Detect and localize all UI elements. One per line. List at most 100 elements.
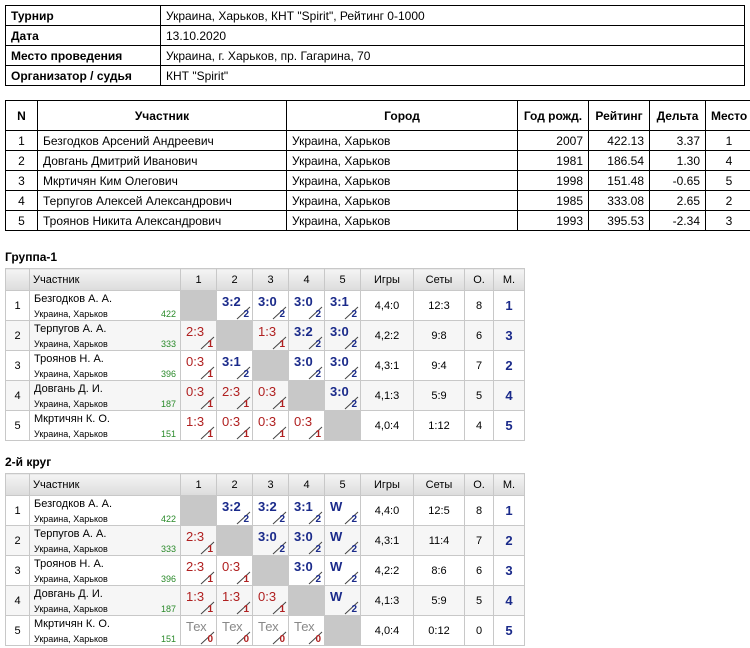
header-cell: О. xyxy=(464,268,494,291)
header-cell: N xyxy=(5,100,38,131)
header-cell: Игры xyxy=(360,268,414,291)
score-cell: 3:1 2 xyxy=(288,495,325,526)
slash xyxy=(272,541,287,555)
player-city: Украина, Харьков xyxy=(34,604,108,614)
score-points: 2 xyxy=(243,369,249,380)
participant-row: 1 Безгодков Арсений Андреевич Украина, Хар… xyxy=(5,130,750,151)
place: 2 xyxy=(493,525,525,556)
info-label: Организатор / судья xyxy=(5,65,161,86)
group-title: 2-й круг xyxy=(5,455,52,469)
score: 1:3 xyxy=(258,324,277,339)
score-points: 1 xyxy=(279,604,285,615)
header-cell: Рейтинг xyxy=(588,100,650,131)
group-row: 3 Троянов Н. А. Украина, Харьков 396 0:3 1 3:1… xyxy=(5,350,525,381)
participant-cell: Украина, Харьков xyxy=(286,210,518,231)
group-row: 1 Безгодков А. А. Украина, Харьков 422 3:2 2 3… xyxy=(5,495,525,526)
score-cell: 0:3 1 xyxy=(288,410,325,441)
info-table: Турнир Украина, Харьков, КНТ "Spirit", Ре… xyxy=(5,5,745,86)
group-row: 4 Довгань Д. И. Украина, Харьков 187 0:3 1 2:3… xyxy=(5,380,525,411)
points: 7 xyxy=(464,525,494,556)
info-value: 13.10.2020 xyxy=(160,25,745,46)
score-points: 1 xyxy=(207,399,213,410)
score-points: 2 xyxy=(351,574,357,585)
player-rating: 396 xyxy=(160,574,176,584)
participant-cell: -0.65 xyxy=(649,170,706,191)
score-points: 1 xyxy=(243,399,249,410)
participant-row: 3 Мкртичян Ким Олегович Украина, Харьков 19… xyxy=(5,170,750,191)
slash xyxy=(236,511,251,525)
participant-cell: 1 xyxy=(705,130,750,151)
score: 3:1 xyxy=(222,354,241,369)
participant-cell: 1981 xyxy=(517,150,589,171)
sets: 5:9 xyxy=(413,585,465,616)
score: 1:3 xyxy=(186,414,205,429)
score-cell: 3:2 2 xyxy=(216,290,253,321)
player-name: Безгодков А. А. xyxy=(34,498,112,510)
participant-cell: 333.08 xyxy=(588,190,650,211)
place: 1 xyxy=(493,290,525,321)
slash xyxy=(236,426,251,440)
group-row: 4 Довгань Д. И. Украина, Харьков 187 1:3 1 1:3… xyxy=(5,585,525,616)
header-cell: 4 xyxy=(288,268,325,291)
score-points: 0 xyxy=(207,634,213,645)
score: Тех xyxy=(294,619,315,634)
score: Тех xyxy=(258,619,279,634)
participant-cell: 2.65 xyxy=(649,190,706,211)
header-cell: Сеты xyxy=(413,268,465,291)
score: 3:2 xyxy=(222,499,241,514)
slash-line xyxy=(272,541,287,555)
slash xyxy=(200,601,215,615)
slash-line xyxy=(236,396,251,410)
score-points: 1 xyxy=(207,574,213,585)
info-value: Украина, г. Харьков, пр. Гагарина, 70 xyxy=(160,45,745,66)
row-number: 1 xyxy=(5,290,30,321)
slash xyxy=(344,571,359,585)
sets: 9:4 xyxy=(413,350,465,381)
score: 3:2 xyxy=(222,294,241,309)
score: 3:0 xyxy=(258,529,277,544)
header-cell: Место xyxy=(705,100,750,131)
player-cell: Терпугов А. А. Украина, Харьков 333 xyxy=(29,525,181,556)
score: 3:2 xyxy=(294,324,313,339)
sets: 9:8 xyxy=(413,320,465,351)
points: 8 xyxy=(464,495,494,526)
score-points: 2 xyxy=(279,309,285,320)
slash-line xyxy=(272,426,287,440)
score-cell: Тех 0 xyxy=(288,615,325,646)
score-points: 1 xyxy=(207,339,213,350)
slash-line xyxy=(200,366,215,380)
player-rating: 422 xyxy=(160,309,176,319)
games: 4,0:4 xyxy=(360,615,414,646)
score-points: 1 xyxy=(279,399,285,410)
score: 3:2 xyxy=(258,499,277,514)
score-cell: 0:3 1 xyxy=(252,585,289,616)
player-rating: 422 xyxy=(160,514,176,524)
slash-line xyxy=(344,571,359,585)
score-cell: 0:3 1 xyxy=(180,350,217,381)
participant-cell: 422.13 xyxy=(588,130,650,151)
player-name: Мкртичян К. О. xyxy=(34,413,110,425)
participant-cell: Троянов Никита Александрович xyxy=(37,210,287,231)
score-points: 2 xyxy=(315,369,321,380)
header-cell: Участник xyxy=(29,268,181,291)
group-row: 2 Терпугов А. А. Украина, Харьков 333 2:3 1 3:… xyxy=(5,525,525,556)
score: 3:1 xyxy=(294,499,313,514)
slash-line xyxy=(344,306,359,320)
score: 3:0 xyxy=(330,324,349,339)
score-cell: 3:0 2 xyxy=(252,290,289,321)
player-cell: Троянов Н. А. Украина, Харьков 396 xyxy=(29,555,181,586)
header-cell: 4 xyxy=(288,473,325,496)
slash-line xyxy=(308,541,323,555)
slash-line xyxy=(344,396,359,410)
slash-line xyxy=(308,426,323,440)
points: 7 xyxy=(464,350,494,381)
score-cell: 1:3 1 xyxy=(180,410,217,441)
info-row: Дата 13.10.2020 xyxy=(5,25,745,46)
score-cell: 2:3 1 xyxy=(180,555,217,586)
place: 4 xyxy=(493,380,525,411)
score-points: 2 xyxy=(351,309,357,320)
header-row: Участник 1 2 3 4 5 Игры Сеты О. М. xyxy=(5,268,525,291)
participant-cell: 5 xyxy=(5,210,38,231)
player-city: Украина, Харьков xyxy=(34,514,108,524)
